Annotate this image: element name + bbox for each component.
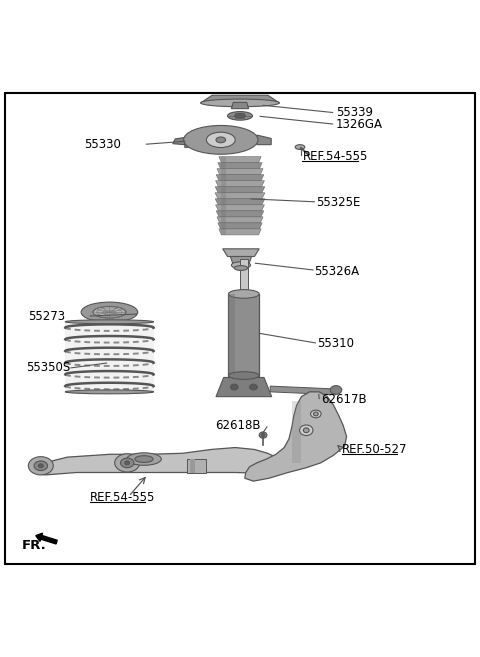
Ellipse shape (201, 99, 279, 106)
FancyArrow shape (36, 533, 57, 544)
Text: 55326A: 55326A (314, 265, 360, 279)
Ellipse shape (93, 306, 126, 318)
Polygon shape (230, 256, 252, 265)
Text: 62618B: 62618B (215, 419, 261, 432)
Ellipse shape (234, 265, 248, 271)
Ellipse shape (228, 372, 259, 379)
Polygon shape (185, 131, 212, 148)
Bar (190, 459, 195, 472)
Ellipse shape (250, 384, 257, 390)
Ellipse shape (125, 461, 130, 464)
Bar (65, 322, 154, 392)
Ellipse shape (228, 112, 252, 120)
Ellipse shape (65, 320, 154, 324)
Ellipse shape (34, 461, 48, 470)
Ellipse shape (231, 261, 251, 269)
Ellipse shape (216, 137, 226, 143)
Bar (292, 401, 301, 463)
Text: 55325E: 55325E (316, 196, 360, 209)
Ellipse shape (313, 412, 318, 416)
Ellipse shape (228, 290, 259, 298)
Text: 62617B: 62617B (321, 393, 366, 406)
Ellipse shape (184, 125, 258, 154)
Text: 1326GA: 1326GA (336, 118, 383, 131)
Ellipse shape (311, 410, 321, 418)
Polygon shape (216, 181, 264, 187)
Bar (228, 294, 259, 376)
Bar (228, 294, 235, 376)
Polygon shape (216, 205, 264, 211)
Polygon shape (257, 135, 271, 145)
Polygon shape (216, 378, 272, 397)
Ellipse shape (206, 132, 235, 148)
Ellipse shape (300, 425, 313, 436)
Polygon shape (217, 217, 263, 223)
Ellipse shape (303, 428, 309, 433)
Ellipse shape (38, 464, 43, 468)
Polygon shape (216, 175, 264, 181)
Polygon shape (201, 95, 279, 103)
Ellipse shape (115, 454, 140, 472)
Text: 55339: 55339 (336, 106, 373, 119)
Text: 55273: 55273 (28, 311, 65, 323)
Ellipse shape (28, 457, 53, 475)
Ellipse shape (230, 384, 238, 390)
Bar (221, 156, 226, 235)
Text: 55330: 55330 (84, 138, 121, 151)
Polygon shape (215, 193, 265, 199)
Text: REF.54-555: REF.54-555 (90, 491, 156, 504)
Ellipse shape (295, 145, 305, 149)
Text: 55310: 55310 (317, 337, 354, 350)
Polygon shape (219, 156, 261, 163)
Ellipse shape (261, 434, 265, 436)
Polygon shape (231, 102, 249, 108)
Ellipse shape (235, 114, 245, 118)
Polygon shape (218, 223, 262, 229)
Bar (240, 260, 248, 294)
Bar (187, 459, 206, 472)
Text: REF.54-555: REF.54-555 (302, 150, 368, 163)
Ellipse shape (65, 390, 154, 394)
Polygon shape (270, 386, 336, 395)
Ellipse shape (127, 453, 161, 465)
Polygon shape (215, 199, 265, 205)
Polygon shape (215, 187, 265, 193)
Polygon shape (219, 229, 261, 235)
Polygon shape (218, 163, 262, 169)
Text: REF.50-527: REF.50-527 (342, 443, 407, 456)
Polygon shape (217, 169, 263, 175)
Polygon shape (35, 447, 283, 475)
Text: 55350S: 55350S (26, 361, 71, 374)
Ellipse shape (81, 302, 138, 323)
Ellipse shape (330, 386, 342, 394)
Polygon shape (245, 392, 347, 481)
Ellipse shape (135, 456, 153, 463)
Polygon shape (173, 137, 185, 145)
Ellipse shape (120, 458, 134, 468)
Text: FR.: FR. (22, 539, 47, 552)
Ellipse shape (259, 432, 267, 438)
Polygon shape (223, 249, 259, 256)
Polygon shape (216, 211, 264, 217)
